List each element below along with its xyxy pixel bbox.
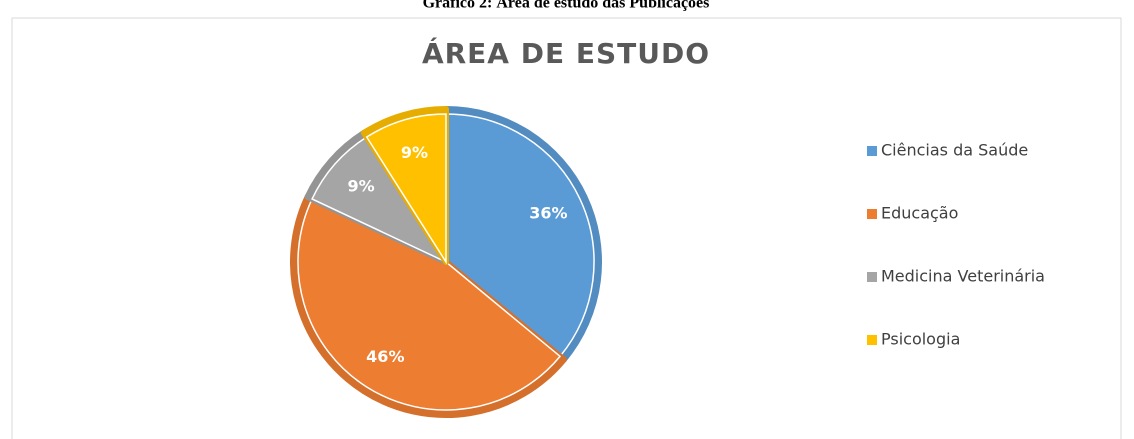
chart-title: ÁREA DE ESTUDO [422, 36, 710, 70]
pie-slice-face [297, 197, 562, 411]
pie-slice-face [445, 113, 595, 358]
legend-swatch [867, 209, 877, 219]
data-label: 9% [347, 177, 374, 196]
legend-label: Medicina Veterinária [881, 267, 1045, 286]
data-label: 9% [401, 143, 428, 162]
legend-swatch [867, 335, 877, 345]
legend-label: Educação [881, 204, 958, 223]
legend-label: Psicologia [881, 330, 960, 349]
legend-swatch [867, 146, 877, 156]
caption: Gráfico 2: Área de estudo das Publicaçõe… [423, 0, 710, 12]
legend-swatch [867, 272, 877, 282]
legend-label: Ciências da Saúde [881, 141, 1028, 160]
data-label: 46% [366, 347, 404, 366]
data-label: 36% [529, 203, 567, 222]
pie-slice-face [365, 113, 447, 265]
